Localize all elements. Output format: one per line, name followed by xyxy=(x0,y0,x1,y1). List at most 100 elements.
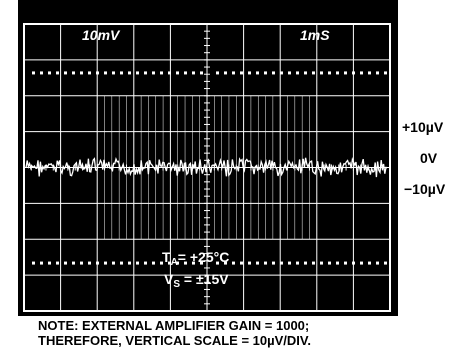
reference-dot xyxy=(280,71,283,75)
reference-dot xyxy=(272,261,275,265)
reference-dot xyxy=(336,71,339,75)
reference-dot xyxy=(248,261,251,265)
reference-dot xyxy=(200,71,203,75)
ta-condition: TA= +25°C xyxy=(162,249,229,268)
reference-dot xyxy=(104,71,107,75)
reference-dot xyxy=(272,71,275,75)
reference-dot xyxy=(32,71,35,75)
reference-dot xyxy=(144,261,147,265)
reference-dot xyxy=(176,71,179,75)
reference-dot xyxy=(328,71,331,75)
reference-dot xyxy=(232,261,235,265)
reference-dot xyxy=(376,71,379,75)
reference-dot xyxy=(176,261,179,265)
reference-dot xyxy=(64,71,67,75)
reference-dot xyxy=(344,71,347,75)
reference-dot xyxy=(264,261,267,265)
note-text: NOTE: EXTERNAL AMPLIFIER GAIN = 1000; TH… xyxy=(38,318,311,348)
reference-dot xyxy=(168,261,171,265)
reference-dot xyxy=(88,71,91,75)
reference-dot xyxy=(256,261,259,265)
reference-dot xyxy=(288,261,291,265)
reference-dot xyxy=(88,261,91,265)
reference-dot xyxy=(40,71,43,75)
reference-dot xyxy=(40,261,43,265)
vertical-scale-label: 10mV xyxy=(82,27,121,43)
reference-dot xyxy=(224,71,227,75)
reference-dot xyxy=(248,71,251,75)
reference-dot xyxy=(336,261,339,265)
y-tick-label-minus10uV: −10µV xyxy=(404,181,446,197)
y-tick-label-0V: 0V xyxy=(420,150,438,166)
reference-dot xyxy=(360,71,363,75)
reference-dot xyxy=(112,261,115,265)
y-tick-label-plus10uV: +10µV xyxy=(402,119,444,135)
reference-dot xyxy=(312,71,315,75)
reference-dot xyxy=(256,71,259,75)
reference-dot xyxy=(320,261,323,265)
reference-dot xyxy=(144,71,147,75)
reference-dot xyxy=(368,261,371,265)
reference-dot xyxy=(216,261,219,265)
reference-dot xyxy=(328,261,331,265)
reference-dot xyxy=(184,261,187,265)
reference-dot xyxy=(56,261,59,265)
reference-dot xyxy=(120,71,123,75)
oscilloscope-chart: 10mV 1mS TA= +25°C VS = ±15V xyxy=(18,0,398,316)
reference-dot xyxy=(80,261,83,265)
reference-dot xyxy=(384,71,387,75)
reference-dot xyxy=(296,261,299,265)
reference-dot xyxy=(136,261,139,265)
noise-trace-line xyxy=(25,156,388,178)
reference-dot xyxy=(104,261,107,265)
reference-dot xyxy=(184,71,187,75)
reference-dot xyxy=(80,71,83,75)
reference-dot xyxy=(152,261,155,265)
reference-dot xyxy=(240,71,243,75)
reference-dot xyxy=(96,261,99,265)
reference-dot xyxy=(304,71,307,75)
reference-dot xyxy=(320,71,323,75)
reference-dot xyxy=(136,71,139,75)
vs-condition: VS = ±15V xyxy=(164,271,229,290)
reference-dot xyxy=(352,261,355,265)
reference-dot xyxy=(240,261,243,265)
reference-dot xyxy=(192,261,195,265)
reference-dot xyxy=(160,71,163,75)
reference-dot xyxy=(168,71,171,75)
vs-condition-value: = ±15V xyxy=(180,271,229,287)
reference-dot xyxy=(368,71,371,75)
reference-dot xyxy=(128,71,131,75)
note-line-2: THEREFORE, VERTICAL SCALE = 10µV/DIV. xyxy=(38,333,311,348)
reference-dot xyxy=(48,71,51,75)
reference-dot xyxy=(232,71,235,75)
reference-dot xyxy=(72,71,75,75)
reference-dot xyxy=(200,261,203,265)
reference-dot xyxy=(384,261,387,265)
reference-dot xyxy=(96,71,99,75)
reference-dot xyxy=(152,71,155,75)
note-line-1: NOTE: EXTERNAL AMPLIFIER GAIN = 1000; xyxy=(38,318,310,333)
noise-trace xyxy=(25,156,388,178)
horizontal-scale-label: 1mS xyxy=(300,27,330,43)
reference-dot xyxy=(264,71,267,75)
reference-dot xyxy=(64,261,67,265)
reference-dot xyxy=(224,261,227,265)
reference-dot xyxy=(120,261,123,265)
reference-dot xyxy=(288,71,291,75)
reference-dot xyxy=(296,71,299,75)
reference-dot xyxy=(304,261,307,265)
reference-dot xyxy=(48,261,51,265)
reference-dot xyxy=(112,71,115,75)
reference-dot xyxy=(128,261,131,265)
ta-condition-value: = +25°C xyxy=(178,249,230,265)
reference-dot xyxy=(216,71,219,75)
reference-dot xyxy=(344,261,347,265)
reference-dot xyxy=(280,261,283,265)
reference-dot xyxy=(352,71,355,75)
reference-dot xyxy=(376,261,379,265)
reference-dot xyxy=(192,71,195,75)
reference-dot xyxy=(312,261,315,265)
reference-dot xyxy=(32,261,35,265)
reference-dot xyxy=(56,71,59,75)
